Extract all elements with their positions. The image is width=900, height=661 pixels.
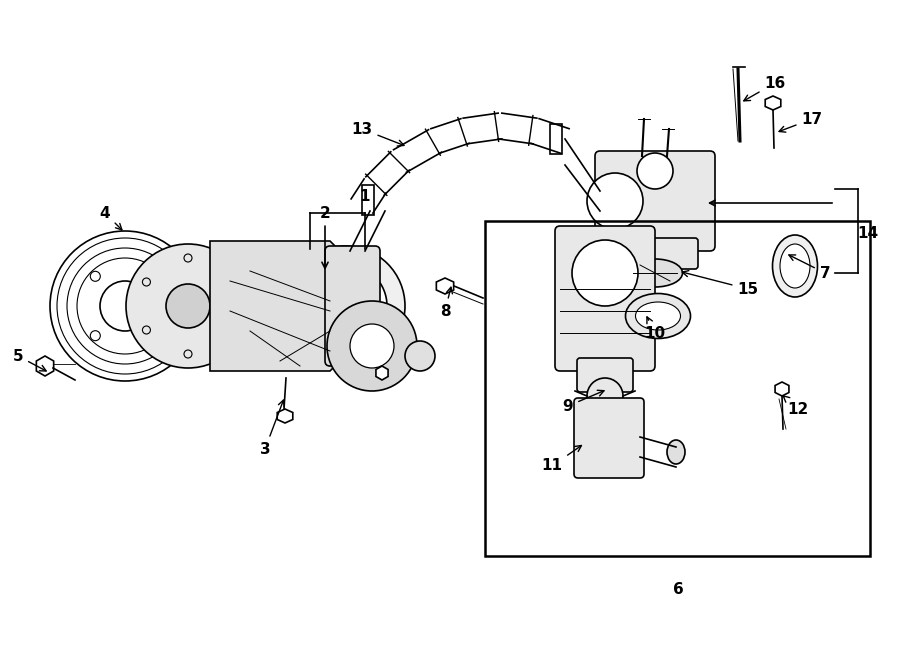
Polygon shape	[775, 382, 789, 396]
Circle shape	[126, 244, 250, 368]
Circle shape	[587, 173, 643, 229]
Text: 14: 14	[858, 225, 878, 241]
Bar	[550, 124, 562, 154]
Polygon shape	[436, 278, 454, 294]
Text: 15: 15	[682, 270, 759, 297]
FancyBboxPatch shape	[325, 246, 380, 366]
Circle shape	[405, 341, 435, 371]
Polygon shape	[210, 241, 360, 371]
Circle shape	[285, 246, 405, 366]
Text: 9: 9	[562, 390, 604, 414]
Ellipse shape	[635, 302, 680, 330]
Text: 1: 1	[360, 188, 370, 204]
Text: 3: 3	[260, 400, 284, 457]
Text: 11: 11	[542, 446, 581, 473]
Text: 16: 16	[743, 75, 786, 101]
Text: 13: 13	[351, 122, 404, 146]
Circle shape	[637, 153, 673, 189]
Circle shape	[587, 378, 623, 414]
Text: 10: 10	[644, 317, 666, 340]
Ellipse shape	[780, 244, 810, 288]
Text: 5: 5	[13, 348, 46, 371]
Ellipse shape	[772, 235, 817, 297]
Polygon shape	[376, 366, 388, 380]
Text: 2: 2	[320, 206, 330, 268]
Circle shape	[572, 240, 638, 306]
Circle shape	[166, 284, 210, 328]
Text: 7: 7	[789, 255, 831, 280]
FancyBboxPatch shape	[574, 398, 644, 478]
Polygon shape	[36, 356, 54, 376]
Text: 17: 17	[779, 112, 823, 132]
Text: 12: 12	[783, 396, 808, 416]
Bar	[362, 185, 374, 215]
Text: 4: 4	[100, 206, 122, 230]
Ellipse shape	[667, 440, 685, 464]
Circle shape	[350, 324, 394, 368]
FancyBboxPatch shape	[607, 238, 698, 269]
Ellipse shape	[626, 293, 690, 338]
FancyBboxPatch shape	[577, 358, 633, 392]
Polygon shape	[765, 96, 781, 110]
FancyBboxPatch shape	[555, 226, 655, 371]
Text: 6: 6	[672, 582, 683, 596]
Bar	[485, 221, 870, 556]
Circle shape	[303, 264, 387, 348]
Ellipse shape	[627, 259, 682, 287]
Text: 8: 8	[440, 287, 453, 319]
FancyBboxPatch shape	[595, 151, 715, 251]
Polygon shape	[277, 409, 292, 423]
Circle shape	[327, 301, 417, 391]
